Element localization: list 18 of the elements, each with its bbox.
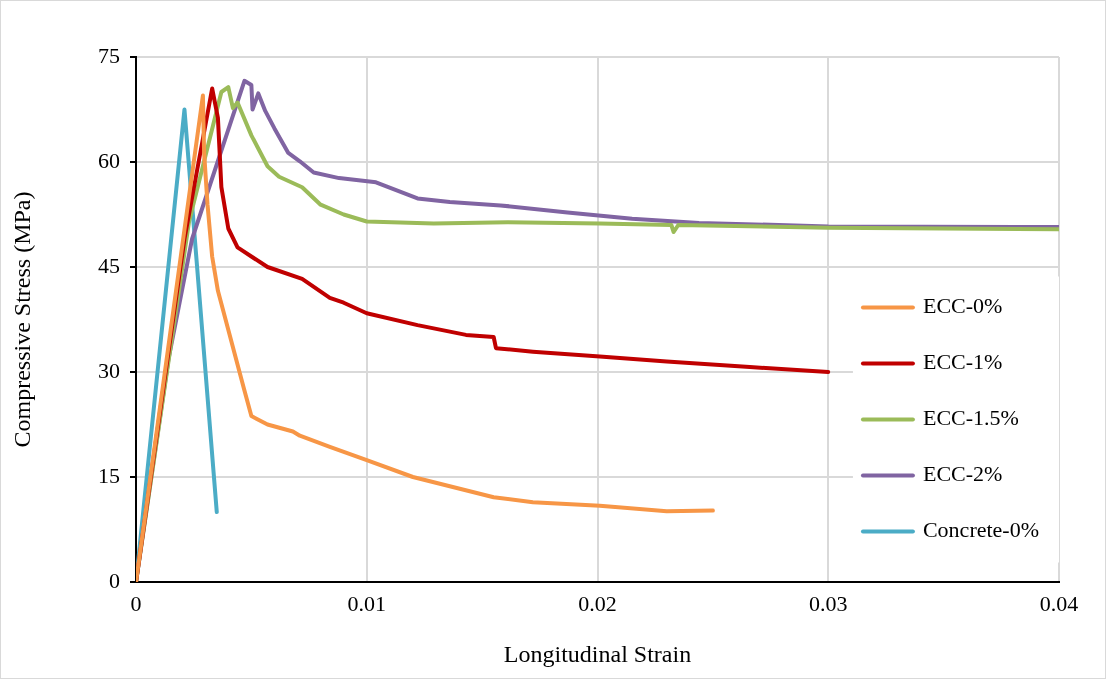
y-tick-label: 75 bbox=[98, 42, 120, 68]
legend-label: ECC-2% bbox=[922, 461, 1003, 487]
x-tick-label: 0 bbox=[130, 590, 142, 616]
y-tick-label: 0 bbox=[109, 567, 120, 593]
x-tick-label: 0.04 bbox=[1039, 590, 1079, 616]
x-tick-label: 0.01 bbox=[347, 590, 386, 616]
y-tick-label: 15 bbox=[98, 462, 120, 488]
legend-label: ECC-1% bbox=[922, 349, 1003, 375]
x-axis-title: Longitudinal Strain bbox=[503, 640, 692, 667]
x-tick-label: 0.02 bbox=[578, 590, 617, 616]
y-tick-label: 30 bbox=[98, 357, 120, 383]
legend-label: Concrete-0% bbox=[922, 517, 1039, 543]
x-tick-label: 0.03 bbox=[809, 590, 848, 616]
legend-label: ECC-0% bbox=[922, 293, 1003, 319]
y-axis-title: Compressive Stress (MPa) bbox=[8, 191, 35, 448]
y-tick-label: 60 bbox=[98, 147, 120, 173]
legend-label: ECC-1.5% bbox=[922, 405, 1019, 431]
y-tick-label: 45 bbox=[98, 252, 120, 278]
